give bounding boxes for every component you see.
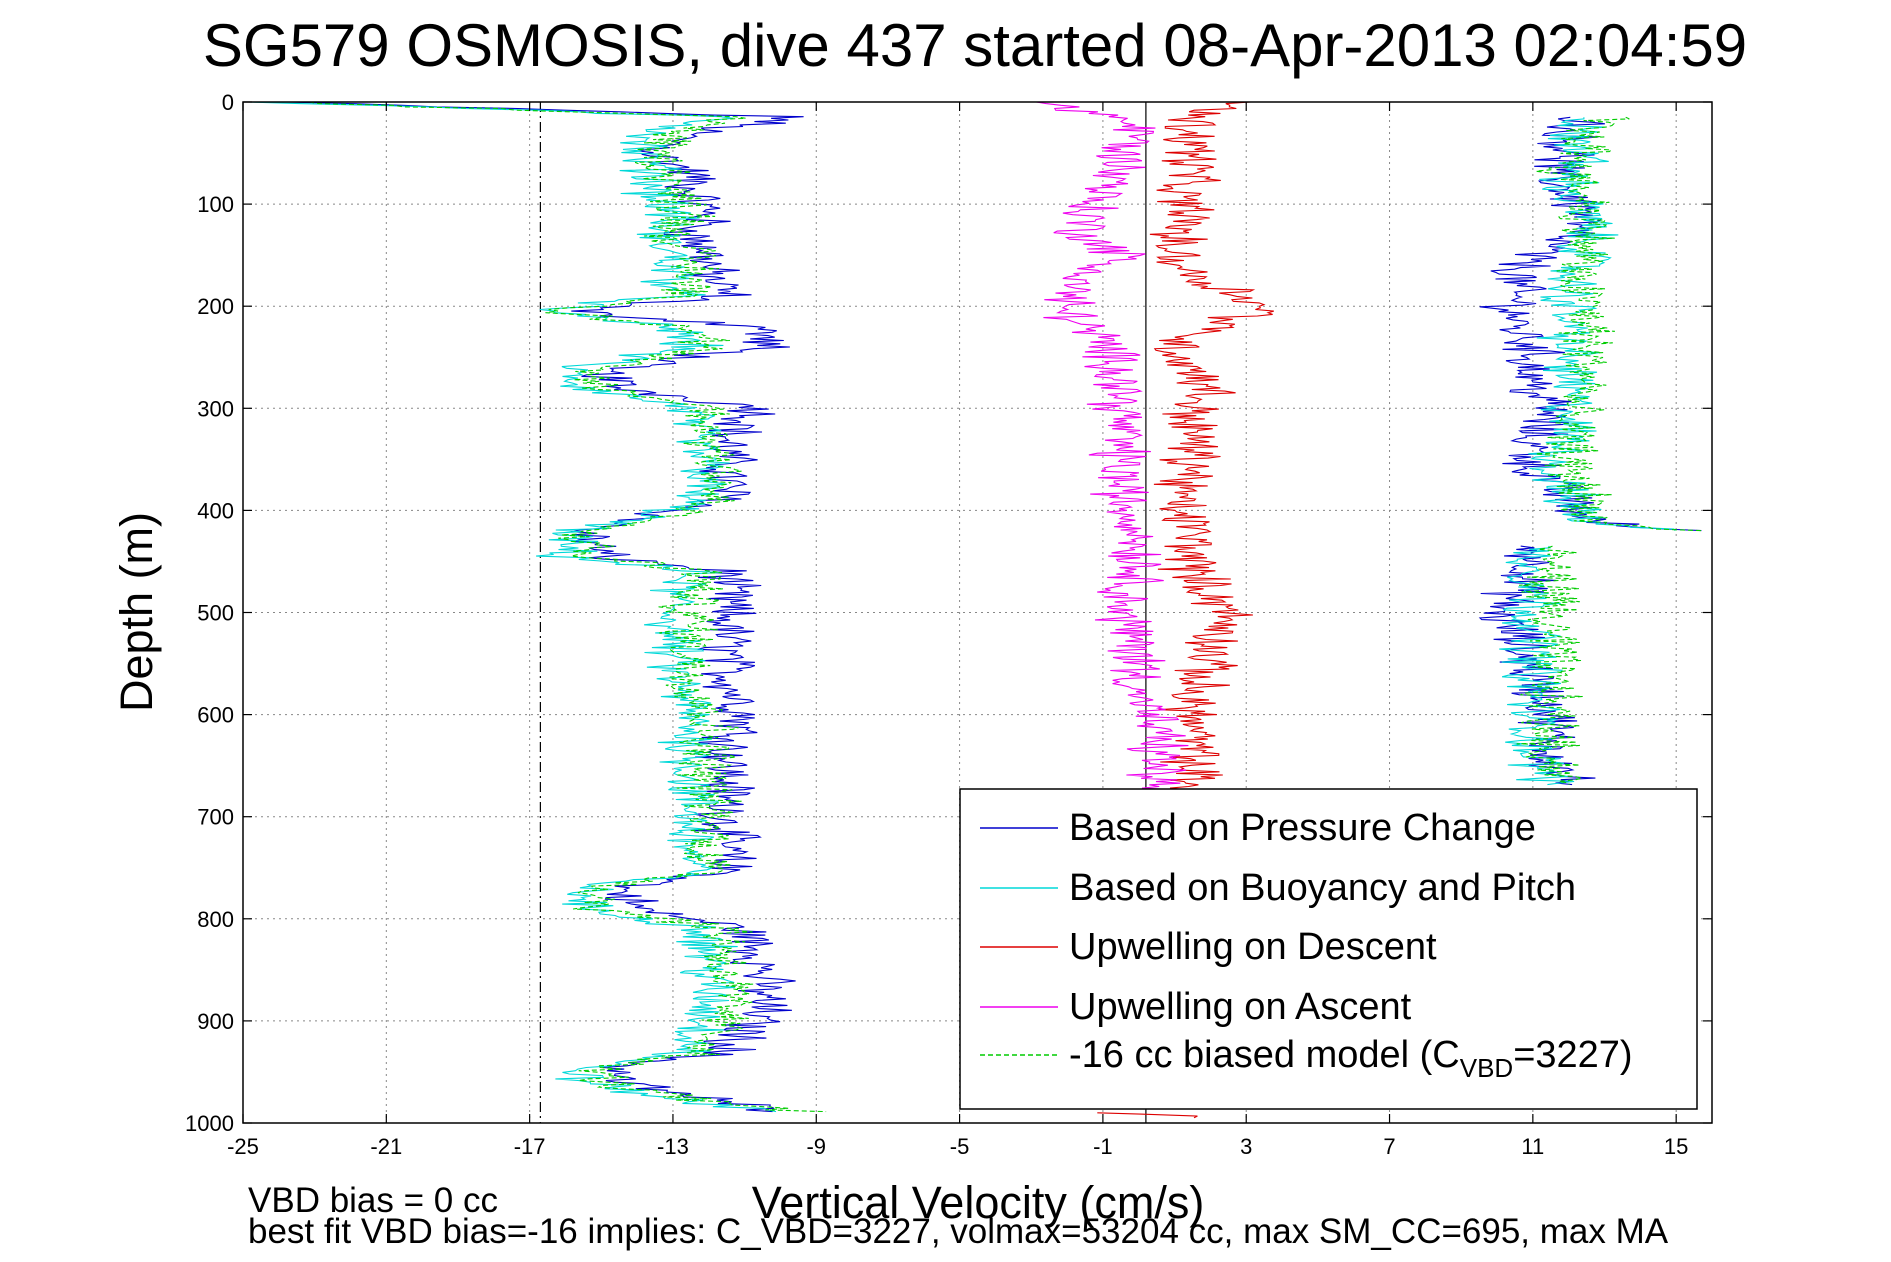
y-tick-label: 800 [197, 907, 234, 932]
x-tick-label: -17 [514, 1134, 546, 1159]
x-tick-label: -13 [657, 1134, 689, 1159]
legend-label-1: Based on Buoyancy and Pitch [1069, 867, 1576, 909]
x-tick-label: 11 [1521, 1134, 1544, 1159]
y-tick-label: 300 [197, 396, 234, 421]
legend: Based on Pressure Change Based on Buoyanc… [959, 788, 1698, 1110]
axis-ticks: -25 -21 -17 -13 -9 -5 -1 3 7 11 150100200300400500… [185, 90, 1712, 1159]
footnote-best-fit: best fit VBD bias=-16 implies: C_VBD=322… [248, 1212, 1669, 1251]
legend-label-3: Upwelling on Ascent [1069, 986, 1412, 1028]
y-tick-label: 900 [197, 1009, 234, 1034]
legend-label-4: -16 cc biased model (CVBD=3227) [1069, 1034, 1633, 1083]
x-axis-label: Vertical Velocity (cm/s) [752, 1177, 1205, 1228]
x-tick-label: -9 [806, 1134, 826, 1159]
y-tick-label: 100 [197, 192, 234, 217]
series-line-2-segment-0 [1149, 101, 1274, 817]
x-tick-label: 3 [1240, 1134, 1252, 1159]
y-tick-label: 500 [197, 601, 234, 626]
x-tick-label: 15 [1664, 1134, 1688, 1159]
y-tick-label: 700 [197, 805, 234, 830]
series-line-4-segment-2 [1516, 545, 1583, 785]
series-line-2-segment-1 [1097, 1112, 1198, 1119]
series-line-1-segment-0 [247, 101, 777, 1113]
x-tick-label: -1 [1093, 1134, 1113, 1159]
legend-label-2: Upwelling on Descent [1069, 926, 1437, 968]
legend-label-0: Based on Pressure Change [1069, 807, 1536, 849]
legend-box [959, 788, 1698, 1110]
x-tick-label: 7 [1383, 1134, 1395, 1159]
series-line-0-segment-0 [282, 101, 804, 1113]
x-tick-label: -21 [370, 1134, 402, 1159]
series-line-4-segment-0 [309, 101, 827, 1113]
y-tick-label: 0 [222, 90, 234, 115]
footnote-vbd-bias: VBD bias = 0 cc [248, 1181, 498, 1220]
y-tick-label: 1000 [185, 1111, 234, 1136]
x-tick-label: -5 [950, 1134, 970, 1159]
y-tick-label: 600 [197, 703, 234, 728]
y-axis-label: Depth (m) [111, 512, 162, 712]
series-line-0-segment-1 [1479, 116, 1702, 532]
y-tick-label: 200 [197, 294, 234, 319]
series-line-3-segment-0 [1036, 101, 1192, 817]
series-lines [247, 101, 1702, 1119]
x-tick-label: -25 [227, 1134, 259, 1159]
series-line-4-segment-1 [1535, 116, 1702, 532]
y-tick-label: 400 [197, 498, 234, 523]
chart-title: SG579 OSMOSIS, dive 437 started 08-Apr-2… [203, 12, 1747, 79]
